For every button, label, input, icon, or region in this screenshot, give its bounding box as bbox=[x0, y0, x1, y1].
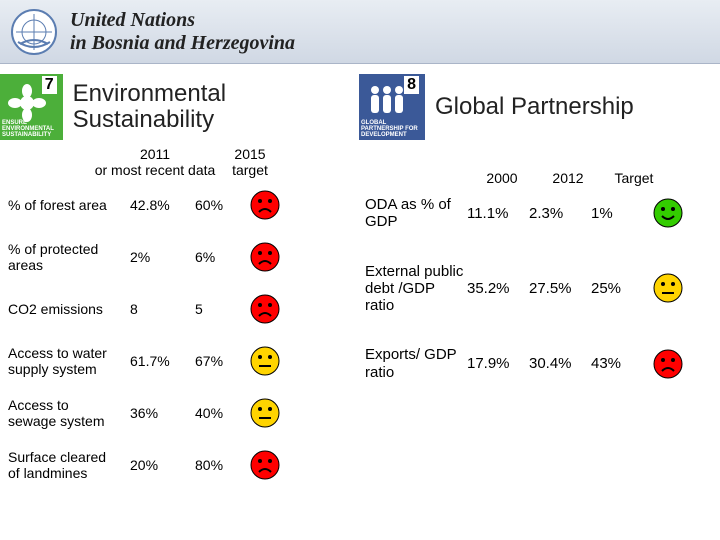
row-label: % of protected areas bbox=[0, 241, 120, 273]
mdg7-label: ENSURE ENVIRONMENTAL SUSTAINABILITY bbox=[2, 120, 63, 138]
row-value-target: 40% bbox=[195, 405, 250, 421]
row-label: Exports/ GDP ratio bbox=[359, 346, 467, 381]
right-section-head: 8 GLOBAL PARTNERSHIP FOR DEVELOPMENT Glo… bbox=[359, 74, 708, 140]
row-label: Surface cleared of landmines bbox=[0, 449, 120, 481]
header-text: United Nations in Bosnia and Herzegovina bbox=[70, 9, 295, 55]
face-icon bbox=[250, 242, 280, 272]
table-row: % of forest area42.8%60% bbox=[0, 188, 359, 222]
row-value-2011: 61.7% bbox=[120, 353, 195, 369]
face-icon bbox=[250, 190, 280, 220]
right-thead: 2000 2012 Target bbox=[469, 170, 708, 186]
right-table: 2000 2012 Target ODA as % of GDP11.1%2.3… bbox=[359, 146, 708, 413]
row-value-2000: 17.9% bbox=[467, 355, 529, 372]
row-value-2012: 30.4% bbox=[529, 355, 591, 372]
face-icon bbox=[250, 398, 280, 428]
people-icon bbox=[367, 84, 407, 120]
right-th3: Target bbox=[601, 170, 667, 186]
content: 7 ENSURE ENVIRONMENTAL SUSTAINABILITY En… bbox=[0, 64, 720, 500]
row-face bbox=[250, 346, 284, 376]
face-icon bbox=[250, 450, 280, 480]
row-value-2011: 42.8% bbox=[120, 197, 195, 213]
mdg7-icon: 7 ENSURE ENVIRONMENTAL SUSTAINABILITY bbox=[0, 74, 63, 140]
row-value-2012: 27.5% bbox=[529, 280, 591, 297]
right-column: 8 GLOBAL PARTNERSHIP FOR DEVELOPMENT Glo… bbox=[359, 74, 708, 500]
row-face bbox=[250, 398, 284, 428]
face-icon bbox=[250, 346, 280, 376]
table-row: Exports/ GDP ratio17.9%30.4%43% bbox=[359, 346, 708, 381]
row-value-target: 5 bbox=[195, 301, 250, 317]
row-value-2012: 2.3% bbox=[529, 205, 591, 222]
row-value-target: 60% bbox=[195, 197, 250, 213]
header: United Nations in Bosnia and Herzegovina bbox=[0, 0, 720, 64]
mdg8-icon: 8 GLOBAL PARTNERSHIP FOR DEVELOPMENT bbox=[359, 74, 425, 140]
leaf-icon bbox=[8, 84, 46, 122]
table-row: Access to water supply system61.7%67% bbox=[0, 344, 359, 378]
row-label: CO2 emissions bbox=[0, 301, 120, 317]
row-label: Access to water supply system bbox=[0, 345, 120, 377]
row-value-target: 80% bbox=[195, 457, 250, 473]
row-face bbox=[250, 294, 284, 324]
row-value-target: 25% bbox=[591, 280, 653, 297]
row-face bbox=[250, 190, 284, 220]
left-th1: 2011 or most recent data bbox=[90, 146, 220, 178]
right-title: Global Partnership bbox=[435, 94, 634, 120]
header-line2: in Bosnia and Herzegovina bbox=[70, 32, 295, 55]
face-icon bbox=[653, 198, 683, 228]
un-logo bbox=[10, 8, 58, 56]
face-icon bbox=[653, 273, 683, 303]
row-value-2000: 11.1% bbox=[467, 205, 529, 222]
row-label: ODA as % of GDP bbox=[359, 196, 467, 231]
row-value-2011: 8 bbox=[120, 301, 195, 317]
left-th2: 2015 target bbox=[220, 146, 280, 178]
row-face bbox=[250, 450, 284, 480]
right-th1: 2000 bbox=[469, 170, 535, 186]
row-value-2011: 2% bbox=[120, 249, 195, 265]
left-table: 2011 or most recent data 2015 target % o… bbox=[0, 146, 359, 500]
left-title: Environmental Sustainability bbox=[73, 81, 359, 134]
row-value-target: 6% bbox=[195, 249, 250, 265]
left-section-head: 7 ENSURE ENVIRONMENTAL SUSTAINABILITY En… bbox=[0, 74, 359, 140]
face-icon bbox=[653, 349, 683, 379]
table-row: Surface cleared of landmines20%80% bbox=[0, 448, 359, 482]
row-value-2011: 20% bbox=[120, 457, 195, 473]
table-row: ODA as % of GDP11.1%2.3%1% bbox=[359, 196, 708, 231]
table-row: Access to sewage system36%40% bbox=[0, 396, 359, 430]
row-face bbox=[653, 273, 687, 303]
face-icon bbox=[250, 294, 280, 324]
row-label: Access to sewage system bbox=[0, 397, 120, 429]
row-face bbox=[653, 198, 687, 228]
row-value-target: 43% bbox=[591, 355, 653, 372]
left-column: 7 ENSURE ENVIRONMENTAL SUSTAINABILITY En… bbox=[0, 74, 359, 500]
row-value-target: 67% bbox=[195, 353, 250, 369]
row-face bbox=[250, 242, 284, 272]
table-row: External public debt /GDP ratio35.2%27.5… bbox=[359, 263, 708, 315]
header-line1: United Nations bbox=[70, 9, 295, 32]
row-label: External public debt /GDP ratio bbox=[359, 263, 467, 315]
row-value-target: 1% bbox=[591, 205, 653, 222]
left-thead: 2011 or most recent data 2015 target bbox=[90, 146, 359, 178]
row-value-2011: 36% bbox=[120, 405, 195, 421]
table-row: CO2 emissions85 bbox=[0, 292, 359, 326]
row-value-2000: 35.2% bbox=[467, 280, 529, 297]
right-th2: 2012 bbox=[535, 170, 601, 186]
row-label: % of forest area bbox=[0, 197, 120, 213]
row-face bbox=[653, 349, 687, 379]
table-row: % of protected areas2%6% bbox=[0, 240, 359, 274]
mdg8-label: GLOBAL PARTNERSHIP FOR DEVELOPMENT bbox=[361, 120, 425, 138]
